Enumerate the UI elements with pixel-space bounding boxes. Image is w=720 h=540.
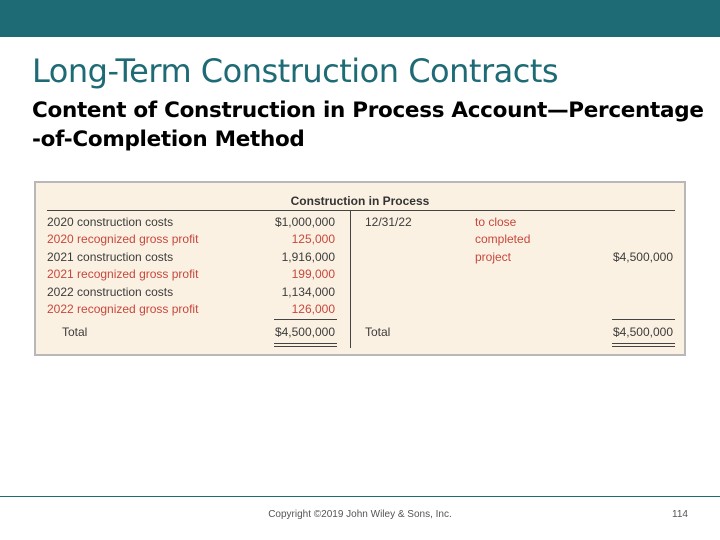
debit-double-underline-2 bbox=[274, 346, 337, 347]
debit-subtotal-underline bbox=[274, 319, 337, 320]
debit-row-amount: 126,000 bbox=[291, 302, 335, 316]
debit-row-label: 2021 construction costs bbox=[47, 249, 174, 264]
debit-row-label: 2021 recognized gross profit bbox=[47, 267, 199, 282]
credit-note-line: completed bbox=[475, 232, 531, 247]
debit-total-label: Total bbox=[62, 325, 88, 339]
credit-double-underline-1 bbox=[612, 343, 675, 344]
debit-row-label: 2020 recognized gross profit bbox=[47, 232, 199, 247]
t-account-vertical-rule bbox=[350, 210, 351, 348]
credit-amount: $4,500,000 bbox=[612, 249, 673, 264]
debit-row-amount: 125,000 bbox=[291, 232, 335, 247]
credit-subtotal-underline bbox=[612, 319, 675, 320]
debit-row-amount: 1,134,000 bbox=[281, 284, 335, 299]
copyright-text: Copyright ©2019 John Wiley & Sons, Inc. bbox=[268, 509, 452, 520]
account-title: Construction in Process bbox=[290, 194, 430, 208]
t-account: Construction in Process 2020 constructio… bbox=[34, 181, 686, 356]
t-account-horizontal-rule bbox=[47, 210, 675, 211]
debit-row-amount: 199,000 bbox=[291, 267, 335, 282]
debit-double-underline-1 bbox=[274, 343, 337, 344]
credit-total-amount: $4,500,000 bbox=[612, 325, 673, 339]
debit-row-label: 2022 construction costs bbox=[47, 284, 174, 299]
debit-row-label: 2020 construction costs bbox=[47, 215, 174, 229]
slide-title: Long-Term Construction Contracts bbox=[32, 52, 559, 90]
credit-double-underline-2 bbox=[612, 346, 675, 347]
footer-rule bbox=[0, 496, 720, 497]
credit-total-label: Total bbox=[365, 325, 391, 339]
slide-subtitle: Content of Construction in Process Accou… bbox=[32, 98, 704, 152]
credit-note-line: project bbox=[475, 249, 512, 264]
credit-date: 12/31/22 bbox=[365, 215, 412, 229]
header-bar bbox=[0, 0, 720, 37]
debit-row-label: 2022 recognized gross profit bbox=[47, 302, 199, 316]
debit-row-amount: $1,000,000 bbox=[274, 215, 335, 229]
credit-note-line: to close bbox=[475, 215, 517, 229]
debit-row-amount: 1,916,000 bbox=[281, 249, 335, 264]
page-number: 114 bbox=[672, 509, 688, 520]
debit-total-amount: $4,500,000 bbox=[274, 325, 335, 339]
